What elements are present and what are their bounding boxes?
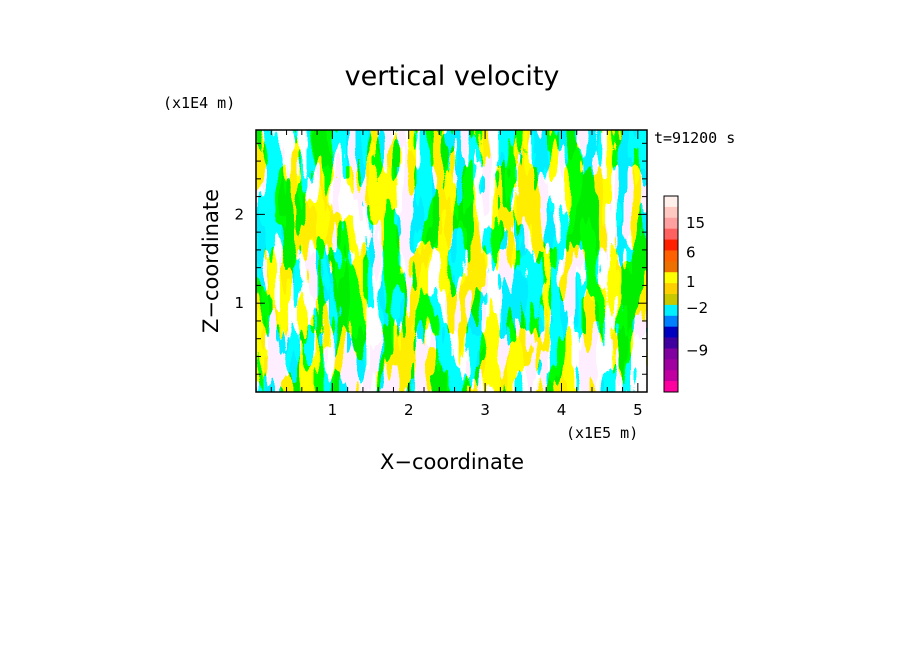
colorbar-cell xyxy=(664,348,678,360)
x-tick-label: 3 xyxy=(480,401,490,419)
colorbar-cell xyxy=(664,239,678,251)
colorbar-cell xyxy=(664,294,678,306)
x-tick-label: 4 xyxy=(557,401,567,419)
y-tick-label: 1 xyxy=(234,294,244,312)
x-tick-label: 1 xyxy=(328,401,338,419)
colorbar-cell xyxy=(664,250,678,262)
colorbar-frame xyxy=(663,195,679,393)
colorbar-cell xyxy=(664,283,678,295)
colorbar-cell xyxy=(664,315,678,328)
plot-frame xyxy=(255,129,648,393)
colorbar-label: 6 xyxy=(686,244,696,262)
colorbar-cell xyxy=(664,228,678,240)
colorbar-cell xyxy=(664,261,678,273)
y-tick-label: 2 xyxy=(234,205,244,223)
colorbar-cell xyxy=(664,272,678,284)
colorbar-cell xyxy=(664,304,678,317)
colorbar-label: −2 xyxy=(686,299,708,317)
x-tick-label: 2 xyxy=(404,401,414,419)
colorbar-label: −9 xyxy=(686,342,708,360)
colorbar-cell xyxy=(664,370,678,382)
colorbar-label: 1 xyxy=(686,273,696,291)
colorbar-cell xyxy=(664,337,678,349)
x-scale-label: (x1E5 m) xyxy=(566,424,638,442)
time-label: t=91200 s xyxy=(654,129,735,147)
field-fill xyxy=(256,130,647,392)
colorbar-cell xyxy=(664,381,678,393)
colorbar-cell xyxy=(664,359,678,371)
colorbar-cell xyxy=(664,217,678,230)
velocity-field xyxy=(256,130,647,392)
y-axis: 12 xyxy=(234,142,647,375)
chart-title: vertical velocity xyxy=(345,61,560,92)
colorbar: 15 6 1 −2 −9 xyxy=(663,195,708,393)
x-axis-label: X−coordinate xyxy=(380,450,524,474)
colorbar-cell xyxy=(664,206,678,219)
colorbar-label: 15 xyxy=(686,214,705,232)
colorbar-cell xyxy=(664,326,678,338)
x-axis: 1 2 3 4 5 xyxy=(270,130,643,419)
x-tick-label: 5 xyxy=(633,401,643,419)
colorbar-cell xyxy=(664,196,678,208)
y-axis-label: Z−coordinate xyxy=(199,189,223,333)
y-scale-label: (x1E4 m) xyxy=(163,94,235,112)
